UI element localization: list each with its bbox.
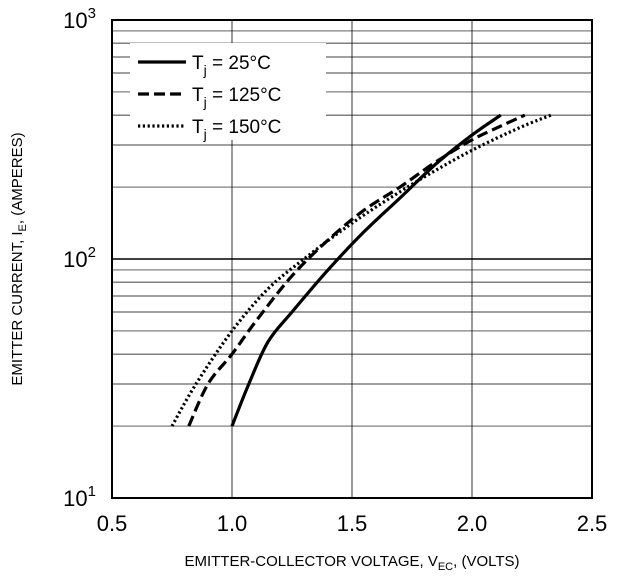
x-tick-label: 2.0 [457, 511, 488, 536]
series-layer [170, 113, 552, 427]
legend-label-2: Tj = 125°C [192, 85, 281, 110]
y-axis-label-sub: E [17, 224, 29, 231]
y-axis-label-main: EMITTER CURRENT, I [9, 231, 26, 385]
y-tick-base: 10 [63, 486, 87, 511]
legend-label-sub: j [203, 94, 207, 110]
x-tick-label: 1.5 [337, 511, 368, 536]
series-line-2 [187, 113, 526, 427]
legend-label-3: Tj = 150°C [192, 117, 281, 142]
x-axis-label-sub: EC [438, 561, 453, 573]
y-axis-label-suffix: , (AMPERES) [9, 132, 26, 224]
x-tick-labels: 0.5 1.0 1.5 2.0 2.5 [97, 511, 608, 536]
legend-label-main: T [192, 53, 204, 74]
y-tick-exponent: 1 [88, 483, 96, 500]
legend-label-sub: j [203, 62, 207, 78]
x-axis-label: EMITTER-COLLECTOR VOLTAGE, VEC, (VOLTS) [184, 553, 519, 573]
plot-frame [111, 19, 593, 499]
legend-label-suffix: = 150°C [207, 117, 282, 138]
x-axis-label-suffix: , (VOLTS) [453, 553, 519, 570]
y-tick-exponent: 2 [88, 244, 96, 261]
legend-label-suffix: = 25°C [207, 53, 271, 74]
y-tick-exponent: 3 [88, 5, 96, 22]
legend-items: Tj = 25°CTj = 125°CTj = 150°C [138, 53, 281, 142]
legend-label-1: Tj = 25°C [192, 53, 271, 78]
x-tick-label: 0.5 [97, 511, 128, 536]
x-tick-label: 1.0 [217, 511, 248, 536]
y-tick-label: 103 [63, 5, 96, 33]
y-tick-base: 10 [63, 247, 87, 272]
y-tick-label: 102 [63, 244, 96, 272]
legend: Tj = 25°CTj = 125°CTj = 150°C [130, 43, 326, 142]
legend-label-main: T [192, 117, 204, 138]
legend-background [130, 43, 326, 140]
y-tick-base: 10 [63, 8, 87, 33]
x-tick-label: 2.5 [577, 511, 608, 536]
series-line-1 [230, 113, 502, 427]
x-axis-label-main: EMITTER-COLLECTOR VOLTAGE, V [184, 553, 437, 570]
y-axis-label: EMITTER CURRENT, IE, (AMPERES) [9, 132, 29, 385]
series-line-3 [170, 113, 552, 427]
legend-label-main: T [192, 85, 204, 106]
y-tick-label: 101 [63, 483, 96, 511]
legend-label-sub: j [203, 126, 207, 142]
legend-label-suffix: = 125°C [207, 85, 282, 106]
